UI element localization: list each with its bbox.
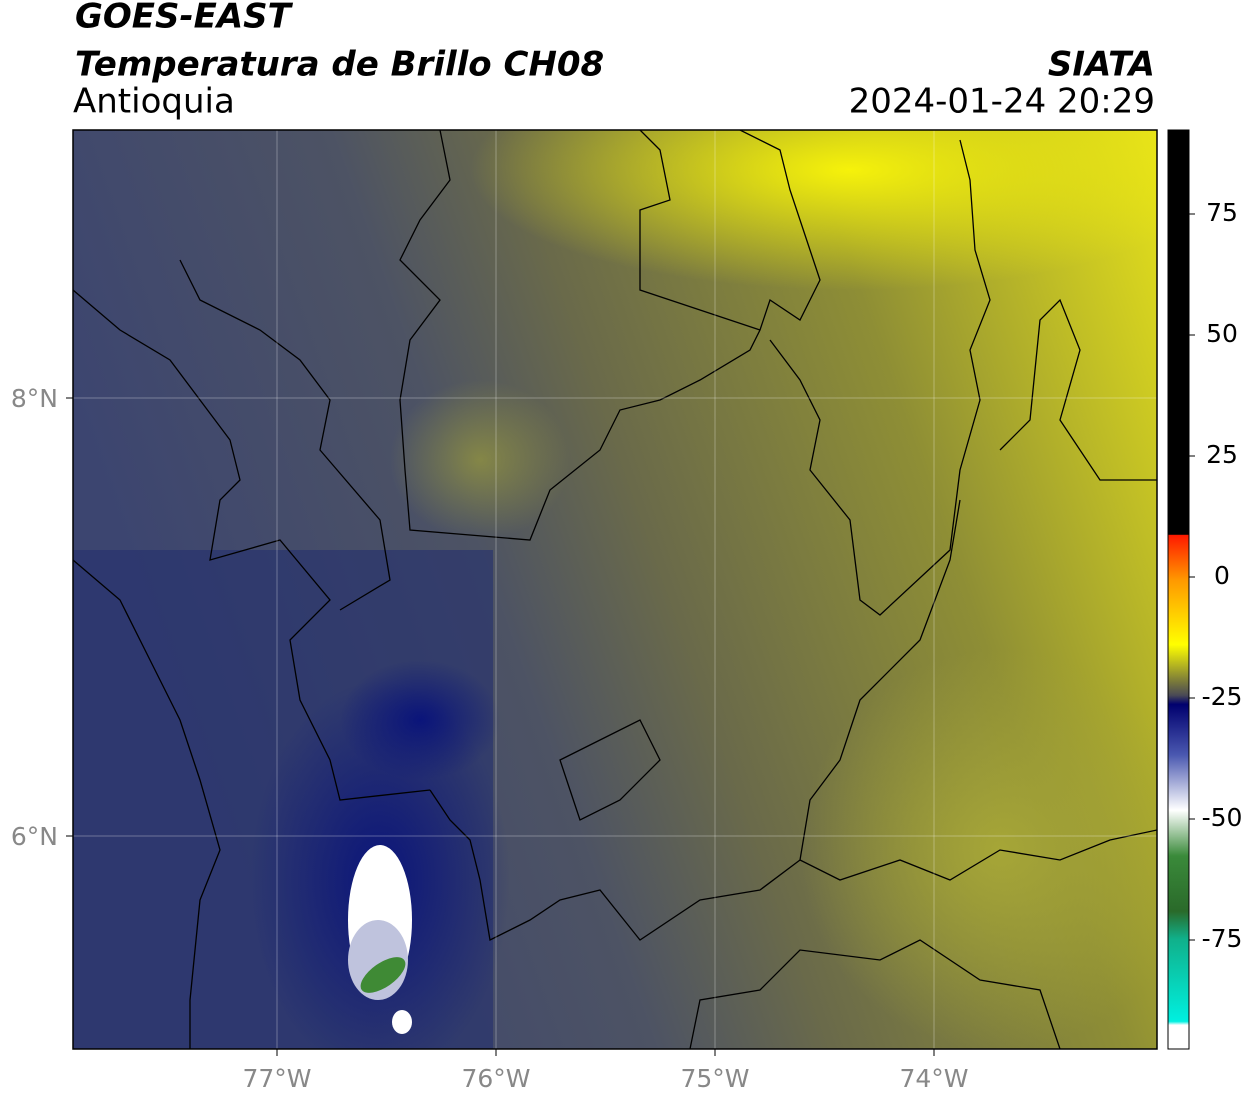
lon-label: 75°W <box>680 1064 749 1093</box>
lon-label: 74°W <box>899 1064 968 1093</box>
colorbar-tick-label: -75 <box>1202 924 1243 953</box>
colorbar-ticks: 75 50 25 0 -25 -50 -75 <box>1189 198 1242 953</box>
colorbar-tick-label: 50 <box>1206 319 1238 348</box>
colorbar-tick-label: -50 <box>1202 803 1243 832</box>
satellite-image <box>73 130 1157 1049</box>
title: Temperatura de Brillo CH08 <box>75 45 604 85</box>
source: SIATA <box>1048 45 1155 85</box>
lat-label: 8°N <box>11 384 58 413</box>
colorbar-tick-label: 25 <box>1206 440 1238 469</box>
axis-ticks <box>66 397 935 1056</box>
colorbar-tick-label: -25 <box>1202 682 1243 711</box>
colorbar-tick-label: 75 <box>1206 198 1238 227</box>
colorbar-tick-label: 0 <box>1214 561 1230 590</box>
colorbar <box>1167 129 1190 1050</box>
lon-label: 76°W <box>461 1064 530 1093</box>
datetime: 2024-01-24 20:29 <box>849 82 1155 122</box>
lat-label: 6°N <box>11 822 58 851</box>
region: Antioquia <box>73 82 235 122</box>
satellite: GOES-EAST <box>75 0 294 37</box>
map-frame <box>72 129 1158 1050</box>
lon-label: 77°W <box>242 1064 311 1093</box>
